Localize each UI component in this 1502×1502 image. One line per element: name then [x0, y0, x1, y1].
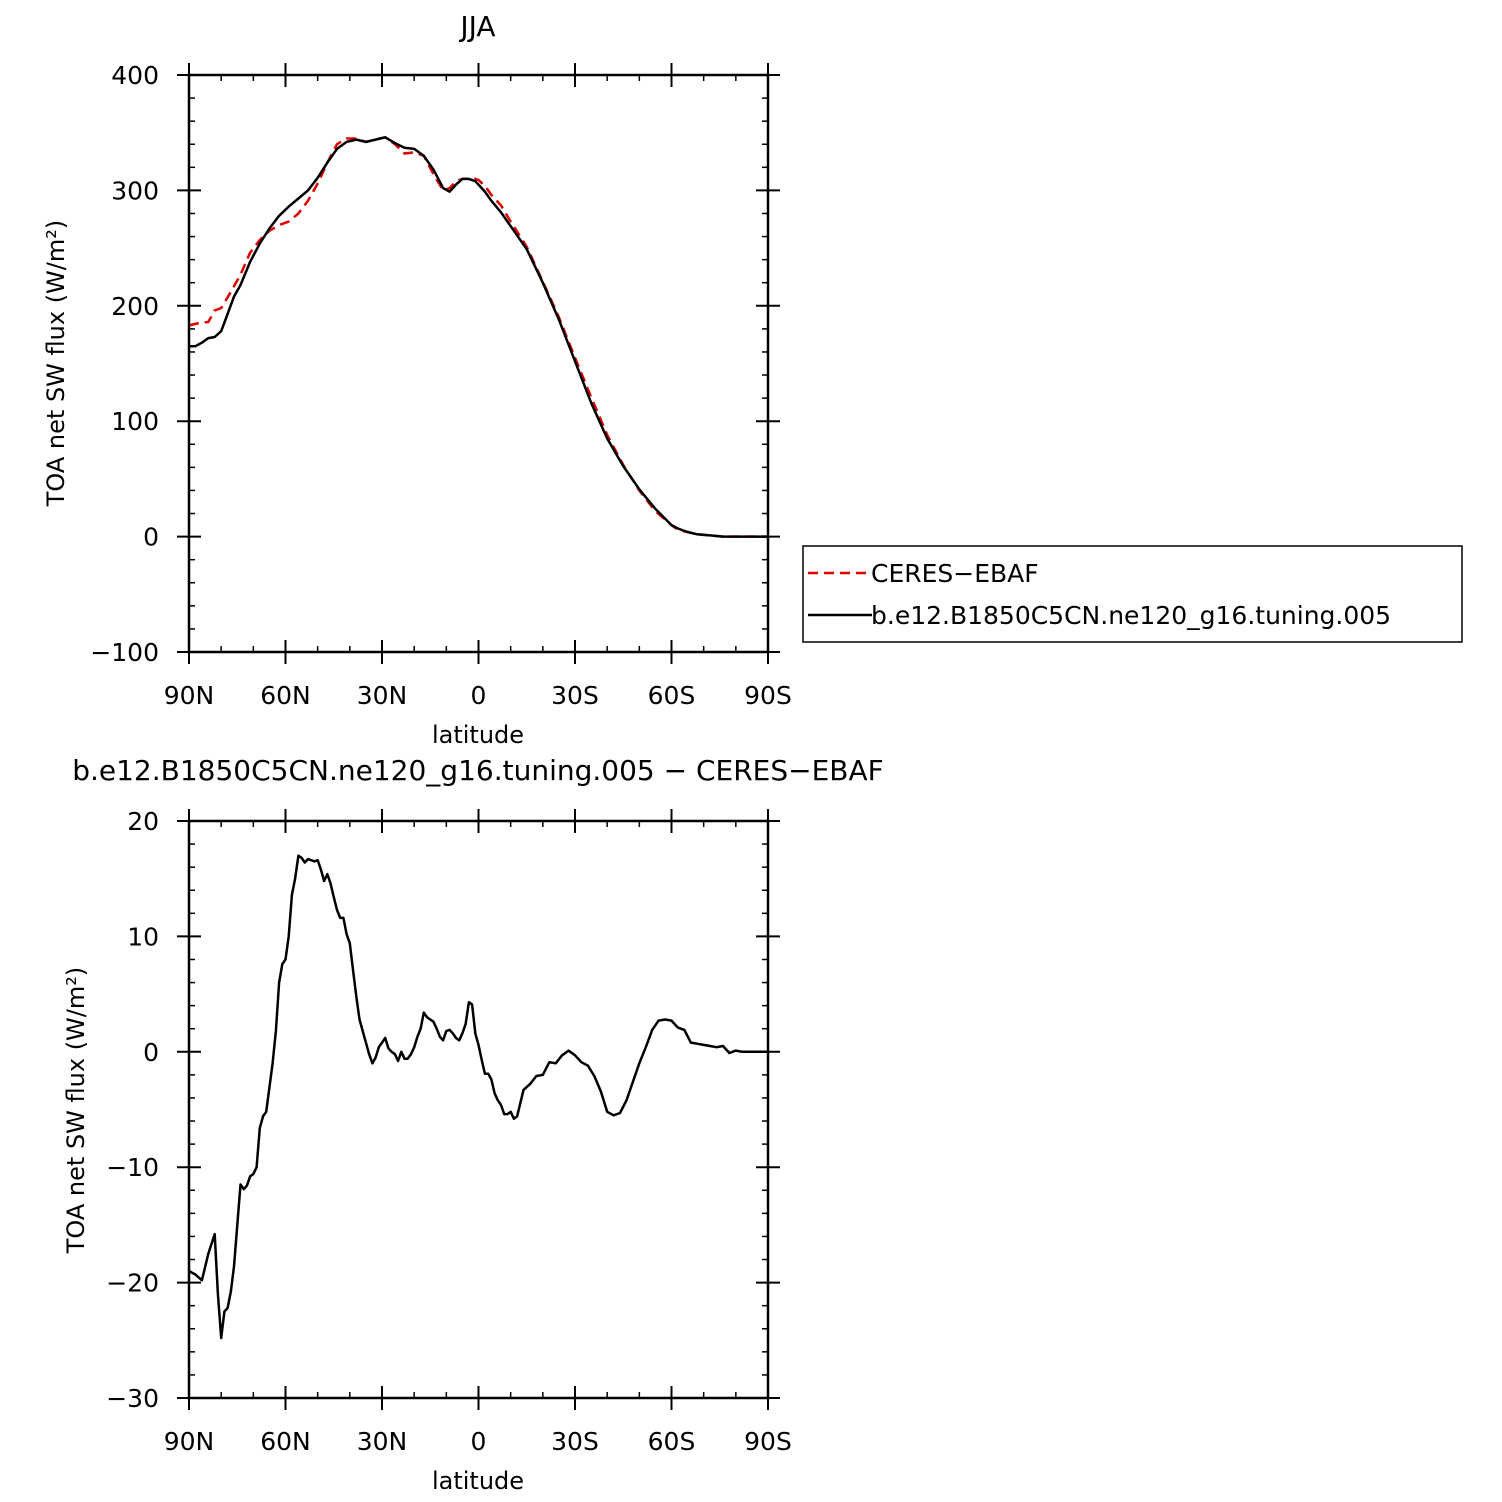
top-panel: JJA −100 0 100 200 300 400 90N 60N 30N 0 30S 60S 90S…: [42, 10, 792, 749]
top-series-line-0: [188, 136, 768, 538]
top-x-tick-label: 90S: [744, 681, 792, 710]
bottom-x-tick-label: 60S: [648, 1427, 696, 1456]
bottom-x-tick-label: 30S: [551, 1427, 599, 1456]
top-x-tick-label: 30N: [357, 681, 408, 710]
bottom-series-line-0: [188, 854, 768, 1340]
top-y-tick-label: 300: [111, 176, 159, 205]
bottom-x-axis-title: latitude: [432, 1467, 524, 1495]
bottom-y-tick-label: 20: [127, 807, 159, 836]
top-series-line-1: [189, 136, 768, 538]
top-y-tick-label: 200: [111, 292, 159, 321]
top-x-tick-label: 90N: [164, 681, 215, 710]
bottom-x-tick-label: 60N: [260, 1427, 311, 1456]
top-x-tick-label: 0: [471, 681, 487, 710]
bottom-x-tick-label: 90S: [744, 1427, 792, 1456]
legend-box: [802, 545, 1463, 643]
top-chart-title: JJA: [458, 10, 495, 43]
top-plot-frame: [187, 73, 770, 654]
bottom-y-tick-label: 10: [127, 922, 159, 951]
legend: CERES−EBAF b.e12.B1850C5CN.ne120_g16.tun…: [802, 545, 1463, 643]
top-x-axis-title: latitude: [432, 721, 524, 749]
top-x-tick-label: 30S: [551, 681, 599, 710]
top-x-tick-label: 60S: [648, 681, 696, 710]
bottom-x-tick-label: 90N: [164, 1427, 215, 1456]
legend-label-model: b.e12.B1850C5CN.ne120_g16.tuning.005: [871, 601, 1391, 630]
top-y-tick-label: 400: [111, 61, 159, 90]
bottom-panel: b.e12.B1850C5CN.ne120_g16.tuning.005 − C…: [62, 754, 884, 1495]
bottom-y-tick-label: −10: [106, 1153, 159, 1182]
bottom-y-tick-label: 0: [143, 1038, 159, 1067]
bottom-y-tick-label: −20: [106, 1269, 159, 1298]
bottom-chart-title: b.e12.B1850C5CN.ne120_g16.tuning.005 − C…: [72, 754, 884, 787]
bottom-x-tick-label: 30N: [357, 1427, 408, 1456]
bottom-x-tick-label: 0: [471, 1427, 487, 1456]
top-y-axis-title: TOA net SW flux (W/m²): [42, 220, 70, 508]
top-y-tick-label: 0: [143, 523, 159, 552]
legend-label-ceres: CERES−EBAF: [871, 559, 1039, 588]
top-x-tick-label: 60N: [260, 681, 311, 710]
top-y-tick-label: 100: [111, 407, 159, 436]
bottom-y-axis-title: TOA net SW flux (W/m²): [62, 967, 90, 1255]
bottom-plot-frame: [187, 819, 770, 1400]
top-y-tick-label: −100: [90, 638, 159, 667]
bottom-y-tick-label: −30: [106, 1384, 159, 1413]
